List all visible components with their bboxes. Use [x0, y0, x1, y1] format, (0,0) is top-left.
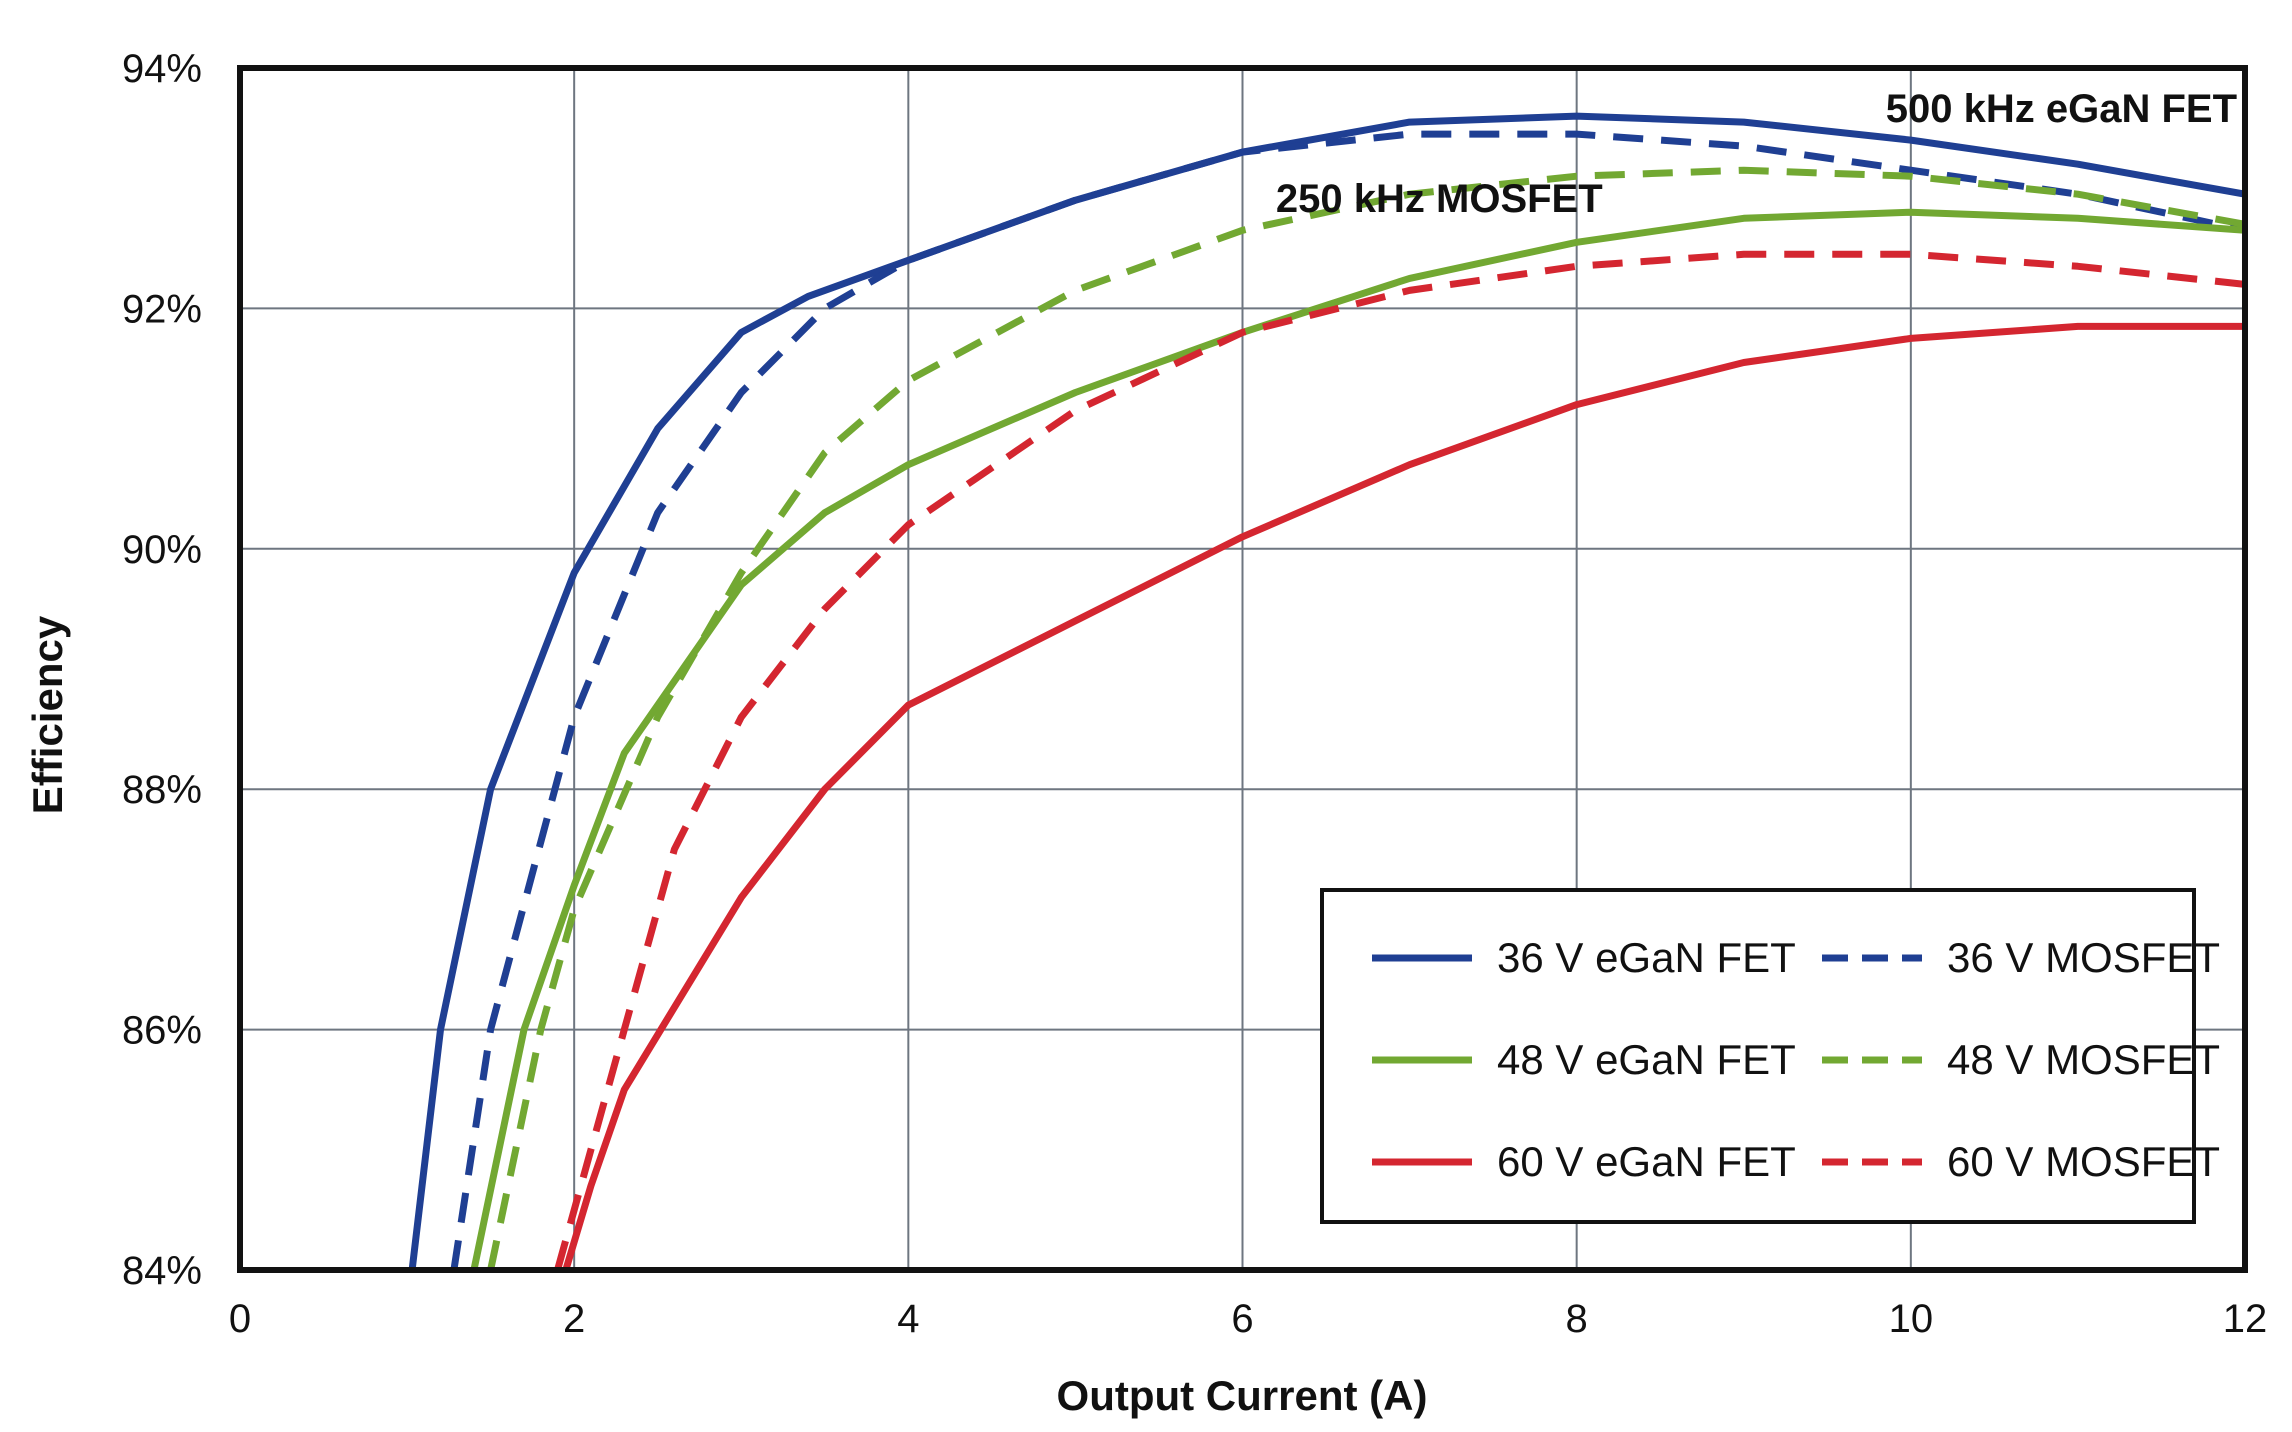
series-line-60-v-mosfet	[554, 250, 2245, 1270]
legend-label-48-v-mosfet: 48 V MOSFET	[1947, 1036, 2220, 1083]
y-tick-label: 94%	[122, 47, 202, 91]
legend-label-60-v-egan-fet: 60 V eGaN FET	[1497, 1138, 1796, 1185]
series-layer	[408, 112, 2245, 1270]
x-tick-labels: 0 2 4 6 8 10 12	[229, 1297, 2267, 1341]
series-line-48-v-mosfet	[487, 166, 2245, 1270]
x-tick-label: 4	[897, 1297, 919, 1341]
x-tick-label: 2	[563, 1297, 585, 1341]
y-tick-label: 90%	[122, 528, 202, 572]
annotation-500-khz-egan-fet: 500 kHz eGaN FET	[1886, 87, 2237, 131]
series-line-36-v-mosfet	[450, 130, 2245, 1270]
y-tick-label: 84%	[122, 1249, 202, 1293]
x-tick-label: 8	[1566, 1297, 1588, 1341]
series-line-60-v-egan-fet	[562, 322, 2245, 1270]
legend-label-36-v-egan-fet: 36 V eGaN FET	[1497, 934, 1796, 981]
legend-label-60-v-mosfet: 60 V MOSFET	[1947, 1138, 2220, 1185]
legend-label-48-v-egan-fet: 48 V eGaN FET	[1497, 1036, 1796, 1083]
legend-label-36-v-mosfet: 36 V MOSFET	[1947, 934, 2220, 981]
x-tick-label: 6	[1231, 1297, 1253, 1341]
x-tick-label: 10	[1889, 1297, 1934, 1341]
y-tick-label: 88%	[122, 768, 202, 812]
legend: 36 V eGaN FET 36 V MOSFET 48 V eGaN FET 48 …	[1320, 888, 2220, 1224]
x-axis-title: Output Current (A)	[1057, 1372, 1428, 1419]
x-tick-label: 12	[2223, 1297, 2268, 1341]
legend-box	[1320, 888, 2196, 1224]
y-tick-label: 86%	[122, 1009, 202, 1053]
y-axis-title: Efficiency	[24, 615, 71, 814]
annotations: 500 kHz eGaN FET 250 kHz MOSFET	[1276, 87, 2237, 221]
grid-layer	[240, 68, 2245, 1270]
y-tick-label: 92%	[122, 287, 202, 331]
series-line-36-v-egan-fet	[408, 112, 2245, 1270]
plot-frame	[237, 65, 2248, 1273]
series-line-48-v-egan-fet	[470, 208, 2245, 1270]
annotation-250-khz-mosfet: 250 kHz MOSFET	[1276, 177, 1603, 221]
y-tick-labels: 84% 86% 88% 90% 92% 94%	[122, 47, 202, 1293]
x-tick-label: 0	[229, 1297, 251, 1341]
